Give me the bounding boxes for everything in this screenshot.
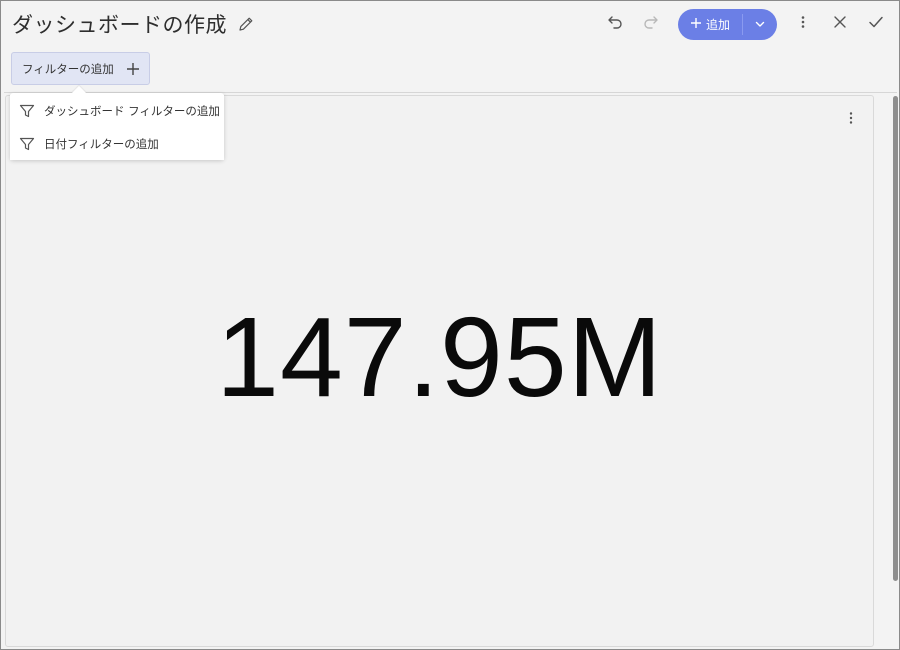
add-filter-label: フィルターの追加	[22, 61, 114, 76]
menu-item-label: ダッシュボード フィルターの追加	[44, 104, 220, 118]
add-dropdown-button[interactable]	[743, 9, 777, 40]
undo-button[interactable]	[601, 10, 629, 38]
kpi-widget[interactable]	[5, 95, 874, 647]
edit-title-icon[interactable]	[237, 15, 255, 33]
add-button-label: 追加	[705, 18, 730, 32]
more-vertical-icon	[844, 110, 858, 129]
more-vertical-icon	[795, 14, 811, 34]
add-button[interactable]: 追加	[678, 9, 742, 40]
add-filter-chip[interactable]: フィルターの追加	[11, 52, 150, 85]
menu-item-dashboard-filter[interactable]: ダッシュボード フィルターの追加	[10, 95, 224, 127]
more-options-button[interactable]	[789, 10, 817, 38]
add-button-separator	[742, 14, 743, 35]
vertical-scrollbar[interactable]	[893, 96, 898, 581]
chevron-down-icon	[754, 15, 766, 34]
close-icon	[832, 14, 848, 34]
menu-item-date-filter[interactable]: 日付フィルターの追加	[10, 128, 224, 160]
filter-icon	[19, 137, 35, 151]
menu-item-label: 日付フィルターの追加	[44, 137, 159, 151]
add-filter-menu: ダッシュボード フィルターの追加 日付フィルターの追加	[10, 93, 224, 160]
page-title: ダッシュボードの作成	[12, 13, 227, 37]
filter-icon	[19, 104, 35, 118]
plus-icon	[690, 17, 702, 32]
redo-button[interactable]	[637, 10, 665, 38]
confirm-button[interactable]	[862, 10, 890, 38]
kpi-value: 147.95M	[216, 294, 663, 420]
header-bar: ダッシュボードの作成	[1, 1, 899, 47]
add-button-group: 追加	[678, 9, 777, 40]
undo-icon	[605, 12, 625, 36]
close-button[interactable]	[826, 10, 854, 38]
filter-bar-divider	[4, 92, 897, 93]
add-filter-plus-icon[interactable]	[123, 59, 143, 79]
widget-more-button[interactable]	[837, 105, 865, 133]
redo-icon	[641, 12, 661, 36]
check-icon	[867, 13, 885, 35]
